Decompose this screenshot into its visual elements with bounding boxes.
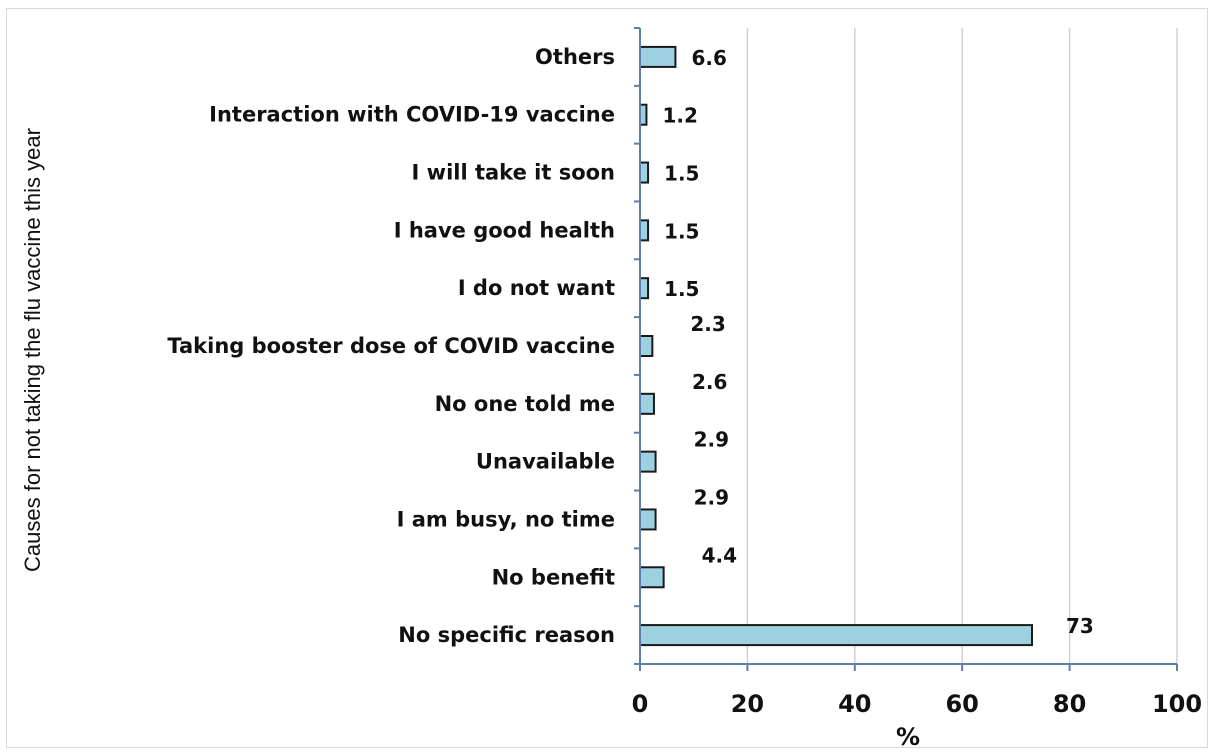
category-label: I am busy, no time (397, 507, 615, 531)
chart-frame (6, 8, 1208, 748)
category-label: I will take it soon (412, 161, 615, 185)
bars (639, 45, 1034, 647)
bar (639, 219, 650, 242)
data-label: 1.5 (664, 277, 699, 301)
data-label: 73 (1066, 614, 1094, 638)
bar (639, 161, 650, 184)
data-label: 4.4 (702, 543, 737, 567)
category-label: Taking booster dose of COVID vaccine (167, 334, 615, 358)
category-label: Others (535, 45, 615, 69)
x-tick-label: 40 (838, 690, 871, 718)
bar (639, 392, 655, 415)
bar (639, 450, 657, 473)
data-label: 1.5 (664, 219, 699, 243)
x-tick-label: 0 (632, 690, 649, 718)
category-labels: No specific reason No benefit I am busy, n… (167, 45, 615, 647)
x-tick-label: 20 (731, 690, 764, 718)
x-tick-label: 80 (1053, 690, 1086, 718)
y-axis-title: Causes for not taking the flu vaccine th… (20, 128, 45, 572)
bar (639, 335, 654, 357)
x-tick-label: 60 (945, 690, 978, 718)
category-label: I do not want (458, 276, 615, 300)
data-label: 1.2 (662, 104, 697, 128)
data-label: 6.6 (691, 46, 726, 70)
x-tick-label: 100 (1152, 690, 1202, 718)
category-label: I have good health (394, 218, 615, 242)
data-label: 2.9 (694, 428, 729, 452)
category-label: No benefit (492, 565, 615, 589)
bar (639, 566, 665, 589)
category-label: Interaction with COVID-19 vaccine (209, 103, 615, 127)
bar (639, 624, 1034, 647)
value-labels: 73 4.4 2.9 2.9 2.6 2.3 1.5 1.5 1.5 1.2 6.6 (662, 46, 1093, 638)
data-label: 2.3 (690, 312, 725, 336)
data-label: 2.6 (692, 370, 727, 394)
bar (639, 508, 657, 531)
category-label: Unavailable (476, 450, 615, 474)
x-axis: 0 20 40 60 80 100 (632, 27, 1202, 718)
category-label: No specific reason (398, 623, 615, 647)
bar (639, 45, 677, 68)
gridlines (746, 28, 1178, 664)
category-label: No one told me (435, 392, 615, 416)
data-label: 1.5 (664, 162, 699, 186)
bar (639, 277, 650, 300)
data-label: 2.9 (694, 485, 729, 509)
x-axis-title: % (896, 723, 920, 751)
